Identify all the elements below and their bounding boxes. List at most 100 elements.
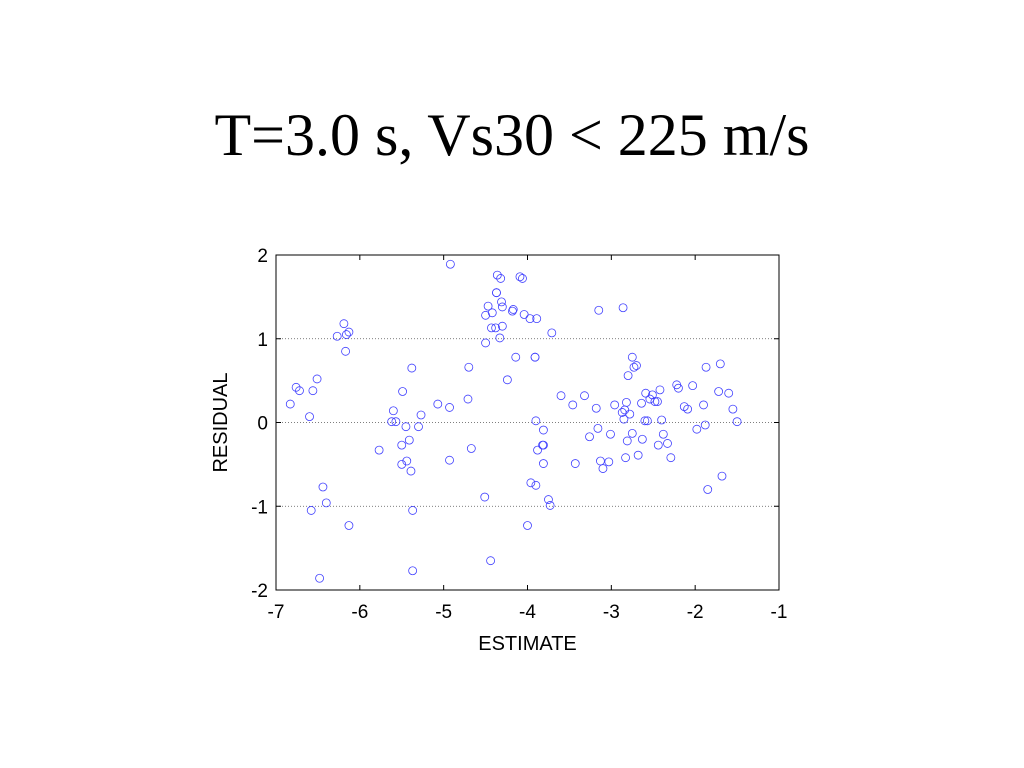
data-point xyxy=(627,428,637,438)
data-point xyxy=(374,445,384,455)
data-point xyxy=(486,556,496,566)
data-point xyxy=(604,457,614,467)
data-point xyxy=(406,466,416,476)
data-point xyxy=(655,385,665,395)
x-tick-label: -6 xyxy=(351,602,368,623)
data-point xyxy=(391,417,401,427)
data-point xyxy=(715,359,725,369)
data-point xyxy=(556,391,566,401)
data-point xyxy=(568,400,578,410)
data-point xyxy=(530,352,540,362)
data-point xyxy=(598,464,608,473)
data-point xyxy=(487,323,496,333)
data-point xyxy=(295,386,304,396)
data-point xyxy=(518,274,527,283)
data-point xyxy=(445,403,454,412)
data-point xyxy=(480,492,490,502)
data-point xyxy=(692,424,702,434)
data-point xyxy=(657,415,667,425)
data-point xyxy=(650,397,660,406)
data-point xyxy=(533,445,542,455)
data-point xyxy=(305,412,314,422)
data-point xyxy=(341,346,350,356)
x-axis-label: ESTIMATE xyxy=(478,633,577,655)
data-point xyxy=(416,410,426,420)
data-point xyxy=(397,459,407,469)
data-point xyxy=(545,501,555,510)
data-point xyxy=(620,405,630,415)
data-point xyxy=(414,422,423,432)
y-tick-label: 0 xyxy=(257,414,268,435)
data-point xyxy=(623,371,633,381)
data-point xyxy=(497,321,507,331)
data-point xyxy=(344,327,354,337)
data-point xyxy=(496,274,506,283)
y-tick-label: -1 xyxy=(251,497,268,518)
data-point xyxy=(547,328,557,338)
slide-title: T=3.0 s, Vs30 < 225 m/s xyxy=(214,102,810,168)
data-point xyxy=(674,383,683,393)
data-point xyxy=(344,521,354,530)
data-point xyxy=(483,301,493,311)
data-point xyxy=(408,566,418,576)
data-point xyxy=(339,319,349,329)
data-point xyxy=(642,416,652,426)
data-point xyxy=(627,352,637,362)
data-point xyxy=(633,450,643,460)
data-point xyxy=(585,432,594,442)
data-point xyxy=(531,416,541,426)
data-point xyxy=(445,455,454,465)
data-point xyxy=(653,397,662,406)
data-point xyxy=(629,362,639,372)
data-point xyxy=(492,270,502,280)
data-point xyxy=(621,453,630,463)
tick-labels: -7 -6 -5 -4 -3 -2 -1 -2 -1 0 1 2 xyxy=(251,246,787,623)
data-point xyxy=(508,306,517,316)
data-point xyxy=(641,388,651,398)
data-point xyxy=(610,400,620,410)
data-point xyxy=(637,398,646,408)
x-tick-label: -3 xyxy=(603,602,620,623)
data-point xyxy=(318,482,328,492)
data-point xyxy=(666,453,676,463)
data-point xyxy=(306,506,316,515)
x-tick-label: -7 xyxy=(268,602,285,623)
data-point xyxy=(653,440,663,450)
data-point xyxy=(570,459,580,468)
data-point xyxy=(622,436,632,446)
y-tick-label: 1 xyxy=(257,330,268,351)
data-point xyxy=(508,305,518,314)
data-point xyxy=(511,352,521,362)
data-point xyxy=(487,308,497,318)
y-tick-label: 2 xyxy=(257,246,268,267)
data-point xyxy=(398,387,407,396)
data-point xyxy=(525,314,535,324)
data-point xyxy=(387,417,397,427)
data-point xyxy=(519,310,529,319)
data-point xyxy=(388,406,398,416)
data-point xyxy=(433,399,443,409)
data-point xyxy=(703,485,713,494)
data-point xyxy=(531,480,541,490)
data-point xyxy=(492,288,501,298)
data-point xyxy=(625,409,635,419)
data-point xyxy=(699,400,708,410)
x-tick-label: -1 xyxy=(771,602,788,623)
data-point xyxy=(497,297,506,307)
data-point xyxy=(481,310,490,320)
data-point xyxy=(407,363,417,373)
data-point xyxy=(594,305,604,315)
data-point xyxy=(622,397,631,407)
data-point xyxy=(648,390,657,400)
y-tick-label: -2 xyxy=(251,581,268,602)
axis-ticks xyxy=(275,254,780,591)
data-point xyxy=(539,459,548,468)
data-point xyxy=(497,302,507,312)
data-point xyxy=(285,399,295,409)
data-point xyxy=(724,388,734,398)
data-point xyxy=(315,573,324,583)
data-point xyxy=(312,374,322,384)
data-point xyxy=(640,416,650,426)
data-points xyxy=(285,259,742,583)
